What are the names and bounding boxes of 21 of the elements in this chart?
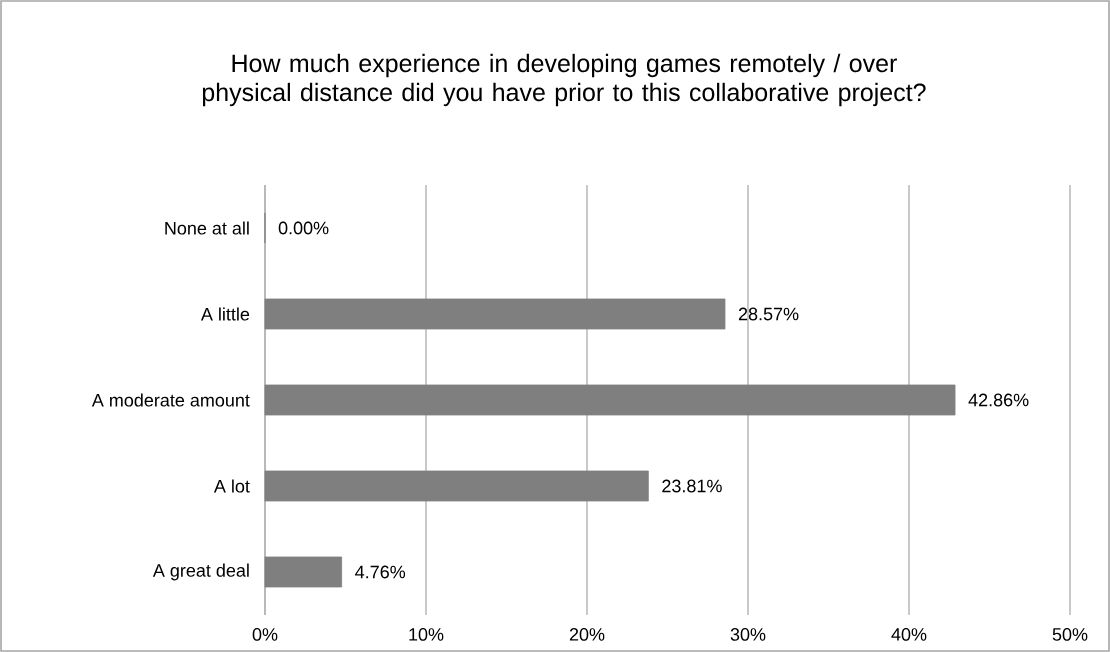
x-tick-label: 40% [891, 628, 927, 641]
x-tick-label: 10% [409, 628, 444, 641]
bar [264, 384, 956, 416]
bar [264, 298, 726, 330]
data-label: 4.76% [355, 565, 406, 579]
chart-title: How much experience in developing games remotely / over physical distance did you have prior to this collaborative project? [202, 53, 926, 107]
y-tick-label: A moderate amount [91, 393, 250, 407]
y-tick-label: None at all [165, 221, 249, 235]
x-tick-label: 0% [252, 628, 278, 641]
bar [264, 556, 343, 588]
data-label: 42.86% [968, 393, 1029, 407]
x-tick-label: 50% [1052, 628, 1088, 641]
y-tick-label: A lot [213, 479, 250, 493]
y-tick-label: A little [200, 307, 250, 321]
data-label: 28.57% [738, 307, 799, 321]
y-tick-label: A great deal [152, 563, 249, 581]
data-label: 23.81% [662, 479, 722, 493]
x-tick-label: 20% [569, 628, 605, 641]
x-tick-label: 30% [730, 628, 766, 641]
bar [264, 470, 649, 502]
data-label: 0.00% [278, 221, 329, 235]
